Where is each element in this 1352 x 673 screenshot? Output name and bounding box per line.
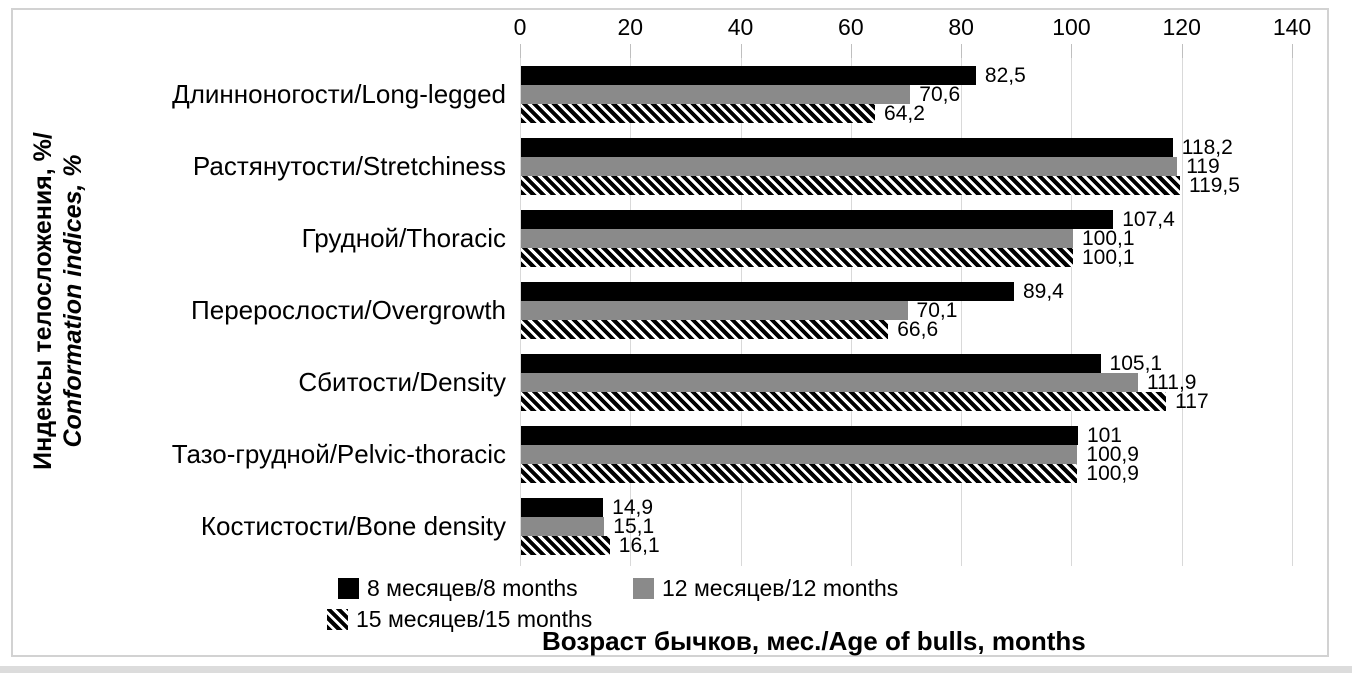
bar-8-months <box>521 66 976 85</box>
bar-value-label: 15,1 <box>613 515 655 538</box>
bar-value-label: 16,1 <box>618 534 660 557</box>
bar-value-label: 105,1 <box>1109 352 1163 375</box>
category-label: Сбитости/Density <box>298 367 506 397</box>
bar-value-label: 119 <box>1186 155 1220 178</box>
x-axis-tick-mark <box>1292 44 1293 58</box>
bar-8-months <box>521 354 1101 373</box>
bar-15-months <box>521 536 610 555</box>
y-axis-title-english: Conformation indices, % <box>59 154 87 448</box>
bar-value-label: 118,2 <box>1181 136 1233 159</box>
x-axis-tick-label: 20 <box>617 14 644 40</box>
category-label: Тазо-грудной/Pelvic-thoracic <box>171 439 506 469</box>
gridline <box>961 58 963 566</box>
y-axis-title-russian: Индексы телосложения, %/ <box>29 132 57 470</box>
x-axis-tick-label: 40 <box>727 14 754 40</box>
x-axis-tick-label: 120 <box>1162 14 1201 40</box>
category-label: Костистости/Bone density <box>200 511 506 541</box>
x-axis-tick-mark <box>520 44 521 58</box>
bar-12-months <box>521 85 911 104</box>
bar-value-label: 82,5 <box>984 64 1026 87</box>
legend-label: 15 месяцев/15 months <box>356 606 593 632</box>
gridline <box>1181 58 1183 566</box>
x-axis-tick-label: 80 <box>948 14 974 40</box>
bar-value-label: 100,1 <box>1081 246 1135 269</box>
bar-value-label: 70,1 <box>916 299 958 322</box>
category-label: Длинноногости/Long-legged <box>172 79 506 109</box>
x-axis-title: Возраст бычков, мес./Age of bulls, month… <box>542 626 1086 656</box>
bar-8-months <box>521 282 1014 301</box>
bar-value-label: 119,5 <box>1188 174 1240 197</box>
bar-8-months <box>521 426 1078 445</box>
bar-12-months <box>521 373 1139 392</box>
legend-label: 8 месяцев/8 months <box>367 575 578 601</box>
bar-15-months <box>521 464 1078 483</box>
x-axis-tick-mark <box>740 44 742 58</box>
gridline <box>1071 58 1073 566</box>
bar-value-label: 14,9 <box>612 496 654 519</box>
y-axis-title: Индексы телосложения, %/ Conformation in… <box>28 86 90 516</box>
bar-15-months <box>521 320 889 339</box>
bar-value-label: 66,6 <box>897 318 939 341</box>
gridline <box>520 58 521 566</box>
x-axis-tick-mark <box>630 44 632 58</box>
screenshot-bottom-strip <box>0 666 1352 673</box>
bar-15-months <box>521 392 1167 411</box>
bar-12-months <box>521 301 908 320</box>
bar-value-label: 64,2 <box>884 102 925 125</box>
bar-15-months <box>521 176 1180 195</box>
bar-value-label: 100,9 <box>1086 443 1139 466</box>
bar-value-label: 117 <box>1175 390 1209 413</box>
bar-value-label: 70,6 <box>919 83 961 106</box>
bar-8-months <box>521 138 1173 157</box>
x-axis-tick-mark <box>1181 44 1183 58</box>
legend-swatch-icon <box>633 577 654 599</box>
bar-15-months <box>521 248 1073 267</box>
legend-swatch-icon <box>327 608 348 630</box>
legend-item-8-months: 8 месяцев/8 months <box>338 575 578 601</box>
x-axis-tick-label: 0 <box>513 14 527 40</box>
bar-value-label: 89,4 <box>1022 280 1064 303</box>
bar-12-months <box>521 517 605 536</box>
category-label: Растянутости/Stretchiness <box>192 151 506 181</box>
category-label: Грудной/Thoracic <box>301 223 506 253</box>
bar-8-months <box>521 498 604 517</box>
legend-label: 12 месяцев/12 months <box>662 575 899 601</box>
legend-item-15-months: 15 месяцев/15 months <box>327 606 592 632</box>
x-axis-tick-label: 100 <box>1052 14 1091 40</box>
bar-12-months <box>521 445 1078 464</box>
legend-swatch-icon <box>338 577 359 599</box>
gridline <box>1292 58 1293 566</box>
x-axis-tick-mark <box>1071 44 1073 58</box>
legend-item-12-months: 12 месяцев/12 months <box>633 575 898 601</box>
bar-15-months <box>521 104 876 123</box>
x-axis-tick-label: 140 <box>1272 14 1312 40</box>
x-axis-tick-label: 60 <box>838 14 864 40</box>
x-axis-tick-mark <box>961 44 963 58</box>
bar-value-label: 111,9 <box>1147 371 1197 394</box>
bar-8-months <box>521 210 1114 229</box>
bar-value-label: 107,4 <box>1122 208 1175 231</box>
bar-value-label: 101 <box>1086 424 1122 447</box>
bar-12-months <box>521 229 1073 248</box>
x-axis-tick-mark <box>850 44 852 58</box>
bar-value-label: 100,1 <box>1081 227 1135 250</box>
bar-value-label: 100,9 <box>1086 462 1139 485</box>
category-label: Перерослости/Overgrowth <box>191 295 506 325</box>
bar-12-months <box>521 157 1178 176</box>
